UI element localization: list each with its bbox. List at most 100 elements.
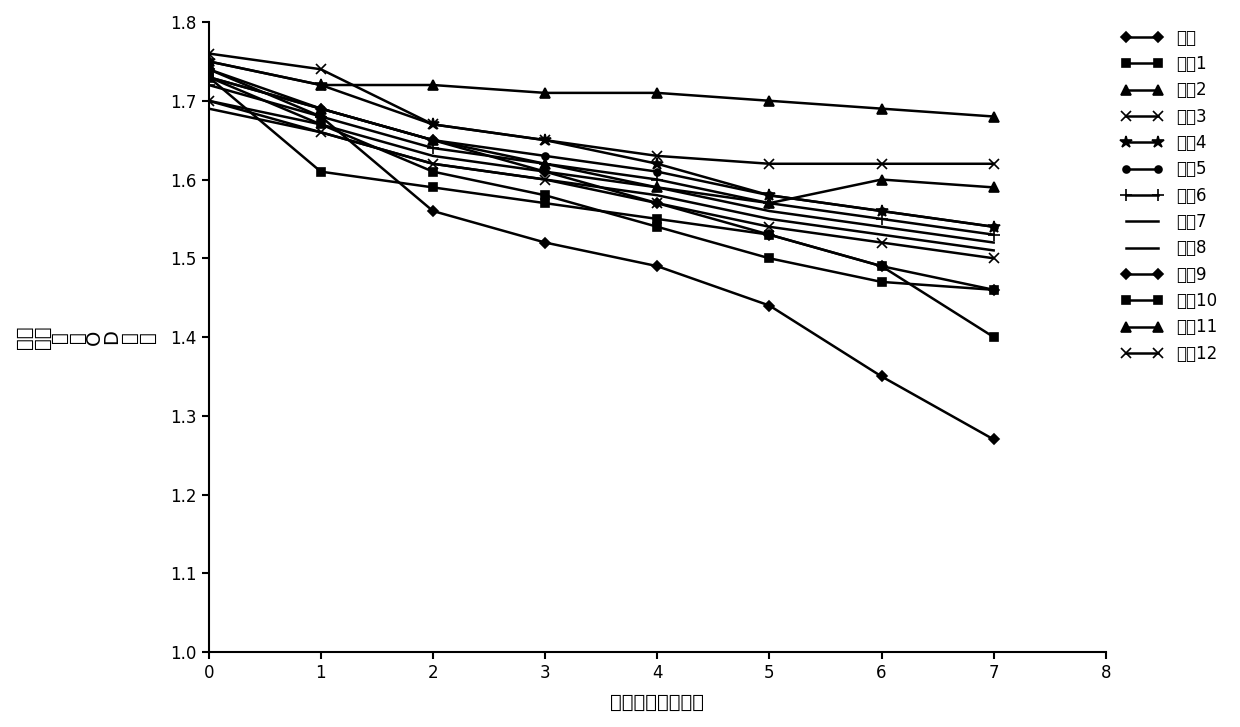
实奡9 xyxy=(201,65,216,73)
实奡1 xyxy=(314,167,329,176)
实奡1 xyxy=(761,230,776,239)
实奡12 xyxy=(201,97,216,105)
实奡6 xyxy=(538,159,553,168)
实奡5 xyxy=(314,104,329,113)
实奡5 xyxy=(425,136,440,145)
实奡12 xyxy=(650,198,665,207)
对照 xyxy=(314,104,329,113)
实奡9 xyxy=(986,435,1001,443)
实奡2 xyxy=(650,89,665,97)
实奡11 xyxy=(650,183,665,192)
实奡9 xyxy=(538,238,553,247)
实奡3 xyxy=(986,159,1001,168)
实奡10 xyxy=(425,167,440,176)
实奡10 xyxy=(314,120,329,129)
实奡5 xyxy=(874,206,889,215)
实奡2 xyxy=(425,81,440,89)
实奡11 xyxy=(538,159,553,168)
实奡9 xyxy=(761,301,776,310)
实奡4 xyxy=(761,191,776,200)
实奡10 xyxy=(538,191,553,200)
对照 xyxy=(201,65,216,73)
实奡7 xyxy=(874,222,889,231)
Line: 实奡6: 实奡6 xyxy=(203,79,999,240)
实奡12 xyxy=(761,222,776,231)
实奡7 xyxy=(650,183,665,192)
实奡2 xyxy=(761,97,776,105)
实奡7 xyxy=(314,120,329,129)
实奡1 xyxy=(874,262,889,270)
实奡2 xyxy=(201,57,216,65)
实奡4 xyxy=(201,57,216,65)
Line: 实奡10: 实奡10 xyxy=(205,73,998,294)
实奡12 xyxy=(986,254,1001,262)
实奡7 xyxy=(201,97,216,105)
实奡9 xyxy=(874,372,889,381)
实奡12 xyxy=(538,175,553,184)
实奡11 xyxy=(425,136,440,145)
实奡6 xyxy=(201,81,216,89)
实奡10 xyxy=(650,222,665,231)
实奡5 xyxy=(201,73,216,81)
实奡12 xyxy=(425,159,440,168)
实奡8 xyxy=(986,246,1001,254)
实奡4 xyxy=(314,81,329,89)
Line: 实奡11: 实奡11 xyxy=(203,72,998,208)
实奡4 xyxy=(650,159,665,168)
实奡1 xyxy=(201,73,216,81)
实奡7 xyxy=(986,238,1001,247)
实奡1 xyxy=(650,214,665,223)
Legend: 对照, 实奡1, 实奡2, 实奡3, 实奡4, 实奡5, 实奡6, 实奡7, 实奡8, 实奡9, 实奡10, 实奡11, 实奡12: 对照, 实奡1, 实奡2, 实奡3, 实奡4, 实奡5, 实奡6, 实奡7, 实… xyxy=(1115,22,1224,369)
实奡9 xyxy=(425,206,440,215)
实奡6 xyxy=(874,214,889,223)
实奡4 xyxy=(874,206,889,215)
实奡3 xyxy=(425,120,440,129)
Line: 实奡8: 实奡8 xyxy=(208,108,993,250)
Line: 对照: 对照 xyxy=(206,65,997,293)
实奡12 xyxy=(314,128,329,137)
实奡8 xyxy=(314,128,329,137)
Line: 实奡7: 实奡7 xyxy=(208,101,993,243)
实奡11 xyxy=(986,183,1001,192)
实奡2 xyxy=(538,89,553,97)
实奡12 xyxy=(874,238,889,247)
Line: 实奡9: 实奡9 xyxy=(206,65,997,443)
对照 xyxy=(538,167,553,176)
实奡11 xyxy=(201,73,216,81)
实奡11 xyxy=(761,198,776,207)
实奡3 xyxy=(874,159,889,168)
实奡4 xyxy=(538,136,553,145)
实奡8 xyxy=(201,104,216,113)
实奡10 xyxy=(201,73,216,81)
实奡1 xyxy=(538,198,553,207)
实奡6 xyxy=(761,198,776,207)
实奡9 xyxy=(650,262,665,270)
实奡11 xyxy=(314,104,329,113)
Y-axis label: 空白
吸光
度
（
O
D
値
）: 空白 吸光 度 （ O D 値 ） xyxy=(15,325,156,349)
实奡3 xyxy=(761,159,776,168)
实奡1 xyxy=(986,333,1001,342)
Line: 实奡2: 实奡2 xyxy=(203,57,998,121)
实奡8 xyxy=(425,159,440,168)
对照 xyxy=(650,198,665,207)
实奡10 xyxy=(986,286,1001,294)
对照 xyxy=(761,230,776,239)
实奡9 xyxy=(314,112,329,121)
实奡5 xyxy=(650,167,665,176)
实奡6 xyxy=(314,112,329,121)
对照 xyxy=(425,136,440,145)
Line: 实奡4: 实奡4 xyxy=(202,55,999,233)
实奡7 xyxy=(425,151,440,160)
实奡7 xyxy=(761,206,776,215)
Line: 实奡3: 实奡3 xyxy=(203,49,998,169)
对照 xyxy=(874,262,889,270)
实奡10 xyxy=(761,254,776,262)
实奡2 xyxy=(314,81,329,89)
实奡5 xyxy=(538,151,553,160)
X-axis label: 热加速时间（天）: 热加速时间（天） xyxy=(610,693,704,712)
实奡6 xyxy=(425,144,440,153)
Line: 实奡5: 实奡5 xyxy=(206,73,997,230)
实奡3 xyxy=(650,151,665,160)
实奡8 xyxy=(650,191,665,200)
对照 xyxy=(986,286,1001,294)
